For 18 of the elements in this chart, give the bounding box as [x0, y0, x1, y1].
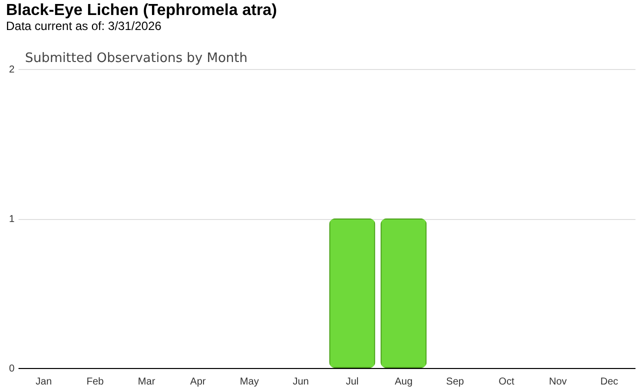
x-tick-label: Apr	[190, 376, 206, 388]
x-tick-label: Mar	[138, 376, 156, 388]
text: Submitted Observations by Month	[25, 51, 248, 66]
y-tick-label: 1	[8, 214, 15, 225]
chart-title: Black-Eye Lichen (Tephromela atra)	[6, 2, 277, 19]
chart-subtitle: Data current as of: 3/31/2026	[6, 19, 162, 33]
x-tick-label: Feb	[86, 376, 104, 388]
x-tick-label: Aug	[394, 376, 413, 388]
x-tick-label: Sep	[446, 376, 464, 388]
x-tick-label: Jun	[292, 376, 309, 388]
x-tick-label: Dec	[600, 376, 618, 388]
x-tick-label: Oct	[498, 376, 514, 388]
y-tick-label: 0	[8, 364, 15, 374]
x-tick-label: May	[240, 376, 259, 388]
x-tick-label: Nov	[548, 376, 567, 388]
x-tick-label: Jul	[346, 376, 359, 388]
x-tick-label: Jan	[36, 376, 52, 388]
y-tick-label: 2	[8, 64, 15, 76]
